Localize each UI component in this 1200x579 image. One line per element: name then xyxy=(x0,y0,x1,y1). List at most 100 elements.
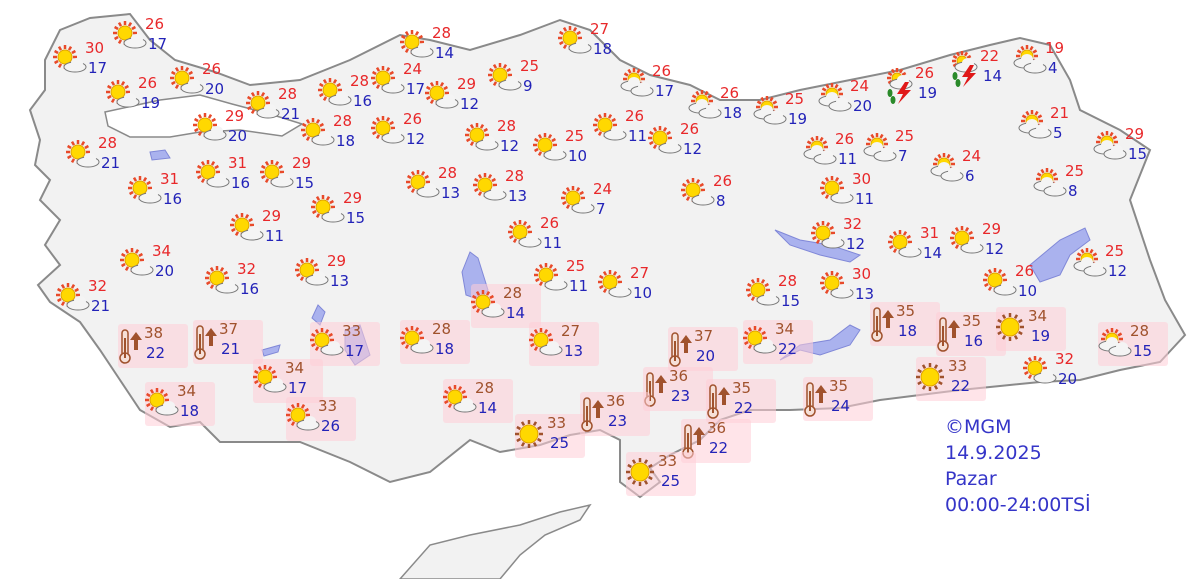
low-temp: 9 xyxy=(523,77,533,95)
high-temp: 36 xyxy=(606,392,626,410)
low-temp: 12 xyxy=(460,95,480,113)
high-temp: 28 xyxy=(350,72,370,90)
low-temp: 15 xyxy=(295,174,315,192)
low-temp: 19 xyxy=(1031,327,1051,345)
forecast-marker: 25 11 xyxy=(534,257,604,301)
low-temp: 18 xyxy=(180,402,200,420)
cloudy-sun-icon xyxy=(688,90,722,119)
forecast-marker: 28 13 xyxy=(406,164,476,208)
high-temp: 28 xyxy=(475,379,495,397)
sun-cloud-icon xyxy=(508,220,542,248)
high-temp: 24 xyxy=(850,77,870,95)
high-temp: 24 xyxy=(403,60,423,78)
high-temp: 28 xyxy=(333,112,353,130)
low-temp: 5 xyxy=(1053,124,1063,142)
forecast-marker: 24 7 xyxy=(561,180,631,224)
low-temp: 14 xyxy=(983,67,1003,85)
high-temp: 32 xyxy=(88,277,108,295)
low-temp: 16 xyxy=(240,280,260,298)
high-temp: 28 xyxy=(278,85,298,103)
forecast-marker: 37 20 xyxy=(668,327,738,371)
high-temp: 25 xyxy=(895,127,915,145)
high-temp: 28 xyxy=(778,272,798,290)
low-temp: 21 xyxy=(281,105,301,123)
cloudy-sun-icon xyxy=(753,96,787,125)
low-temp: 20 xyxy=(228,127,248,145)
high-temp: 26 xyxy=(652,62,672,80)
low-temp: 12 xyxy=(1108,262,1128,280)
low-temp: 25 xyxy=(661,472,681,490)
low-temp: 12 xyxy=(846,235,866,253)
forecast-marker: 26 19 xyxy=(883,64,953,108)
forecast-marker: 33 22 xyxy=(916,357,986,401)
forecast-marker: 33 25 xyxy=(515,414,585,458)
cloudy-sun-icon xyxy=(803,136,837,165)
low-temp: 15 xyxy=(1133,342,1153,360)
low-temp: 14 xyxy=(506,304,526,322)
sun-cloud-icon xyxy=(950,226,984,254)
forecast-marker: 27 13 xyxy=(529,322,599,366)
sun-cloud-icon xyxy=(746,278,780,306)
sun-cloud-icon xyxy=(400,30,434,58)
forecast-marker: 32 21 xyxy=(56,277,126,321)
low-temp: 15 xyxy=(1128,145,1148,163)
sun-cloud-icon xyxy=(473,173,507,201)
high-temp: 36 xyxy=(669,367,689,385)
low-temp: 8 xyxy=(1068,182,1078,200)
low-temp: 21 xyxy=(221,340,241,358)
low-temp: 15 xyxy=(346,209,366,227)
sun-cloud-icon xyxy=(400,326,434,354)
high-temp: 29 xyxy=(1125,125,1145,143)
cloudy-sun-icon xyxy=(620,68,654,97)
low-temp: 17 xyxy=(88,59,108,77)
thunderstorm-icon xyxy=(952,51,978,87)
cloudy-sun-icon xyxy=(1018,110,1052,139)
high-temp: 32 xyxy=(1055,350,1075,368)
low-temp: 12 xyxy=(500,137,520,155)
high-temp: 25 xyxy=(785,90,805,108)
high-temp: 29 xyxy=(327,252,347,270)
forecast-marker: 34 19 xyxy=(996,307,1066,351)
hot-thermometer-icon xyxy=(871,307,894,342)
lake-keban xyxy=(774,229,862,263)
forecast-marker: 28 14 xyxy=(443,379,513,423)
forecast-marker: 31 14 xyxy=(888,224,958,268)
high-temp: 25 xyxy=(565,127,585,145)
low-temp: 16 xyxy=(964,332,984,350)
forecast-marker: 28 14 xyxy=(400,24,470,68)
sunny-icon xyxy=(996,313,1024,341)
low-temp: 10 xyxy=(568,147,588,165)
low-temp: 4 xyxy=(1048,59,1058,77)
forecast-marker: 35 16 xyxy=(936,312,1006,356)
forecast-marker: 29 13 xyxy=(295,252,365,296)
forecast-marker: 28 16 xyxy=(318,72,388,116)
forecast-marker: 25 9 xyxy=(488,57,558,101)
forecast-marker: 26 17 xyxy=(113,15,183,59)
forecast-marker: 24 20 xyxy=(818,77,888,121)
low-temp: 22 xyxy=(951,377,971,395)
hot-thermometer-icon xyxy=(581,397,604,432)
forecast-marker: 26 19 xyxy=(106,74,176,118)
day-label: Pazar xyxy=(945,468,997,490)
cloudy-sun-icon xyxy=(1098,328,1132,357)
high-temp: 28 xyxy=(497,117,517,135)
sun-cloud-icon xyxy=(205,266,239,294)
high-temp: 29 xyxy=(457,75,477,93)
high-temp: 34 xyxy=(775,320,795,338)
forecast-marker: 29 20 xyxy=(193,107,263,151)
low-temp: 11 xyxy=(838,150,858,168)
hot-thermometer-icon xyxy=(937,317,960,352)
sun-cloud-icon xyxy=(260,160,294,188)
sun-cloud-icon xyxy=(113,21,147,49)
forecast-marker: 26 8 xyxy=(681,172,751,216)
high-temp: 37 xyxy=(694,327,714,345)
low-temp: 17 xyxy=(148,35,168,53)
date-label: 14.9.2025 xyxy=(945,442,1042,464)
low-temp: 11 xyxy=(265,227,285,245)
high-temp: 30 xyxy=(852,170,872,188)
high-temp: 24 xyxy=(593,180,613,198)
period-label: 00:00-24:00TSİ xyxy=(945,494,1091,516)
forecast-marker: 29 15 xyxy=(311,189,381,233)
forecast-marker: 26 12 xyxy=(648,120,718,164)
high-temp: 26 xyxy=(145,15,165,33)
